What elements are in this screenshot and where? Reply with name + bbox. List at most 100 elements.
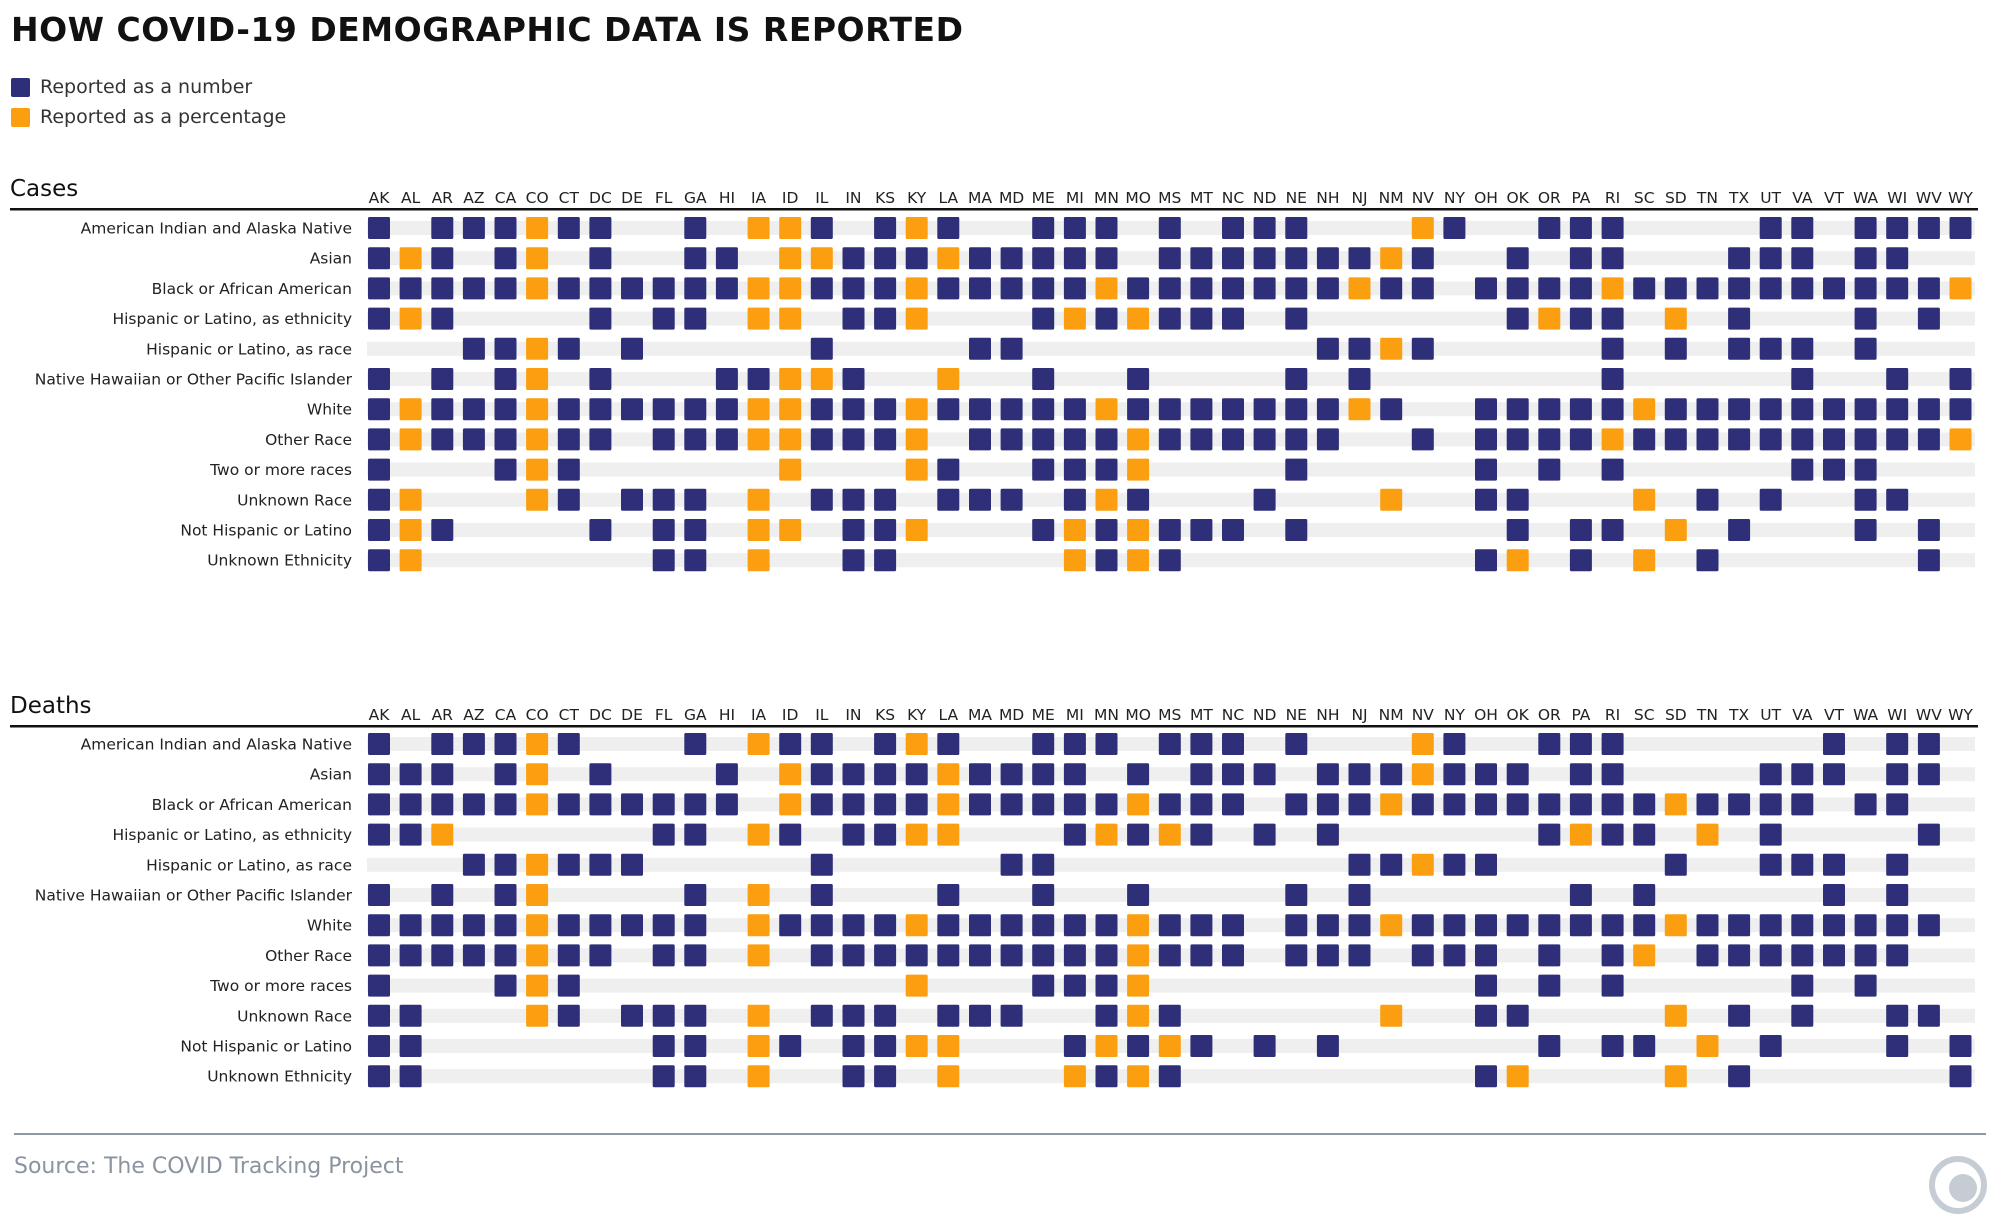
cases-state-label-wi: WI — [1887, 189, 1907, 207]
cases-cell-white-az — [462, 398, 485, 421]
cases-state-label-nc: NC — [1222, 189, 1244, 207]
cases-cell-black-or-african-american-ri — [1601, 277, 1624, 300]
deaths-state-label-az: AZ — [463, 706, 484, 724]
cases-state-label-pa: PA — [1571, 189, 1590, 207]
cases-cell-hispanic-or-latino-as-ethnicity-mi — [1063, 307, 1086, 330]
deaths-cell-asian-nd — [1253, 763, 1276, 786]
deaths-cell-american-indian-and-alaska-native-ne — [1285, 733, 1308, 755]
cases-cell-asian-al — [399, 247, 422, 270]
deaths-state-label-ri: RI — [1605, 706, 1620, 724]
cases-cell-two-or-more-races-or — [1538, 458, 1561, 481]
cases-cell-other-race-wi — [1886, 428, 1909, 451]
deaths-cell-asian-wi — [1886, 763, 1909, 786]
cases-cell-unknown-race-ga — [684, 488, 707, 511]
deaths-cell-two-or-more-races-mi — [1063, 974, 1086, 997]
cases-cell-native-hawaiian-or-other-pacific-islander-in — [842, 368, 865, 390]
cases-state-label-hi: HI — [719, 189, 735, 207]
deaths-cell-unknown-ethnicity-mo — [1127, 1065, 1150, 1088]
deaths-state-label-mo: MO — [1125, 706, 1151, 724]
cases-cell-white-wy — [1949, 398, 1972, 421]
deaths-cell-two-or-more-races-wa — [1854, 974, 1877, 997]
deaths-cell-hispanic-or-latino-as-race-oh — [1475, 853, 1497, 876]
cases-cell-american-indian-and-alaska-native-va — [1791, 217, 1814, 239]
deaths-cell-black-or-african-american-ct — [557, 793, 580, 816]
deaths-cell-hispanic-or-latino-as-ethnicity-sc — [1633, 823, 1656, 846]
deaths-state-label-tx: TX — [1728, 706, 1749, 724]
cases-cell-black-or-african-american-sc — [1633, 277, 1656, 300]
cases-state-label-fl: FL — [655, 189, 673, 207]
cases-cell-asian-pa — [1569, 247, 1592, 270]
legend-swatch-percentage — [11, 107, 30, 127]
cases-cell-native-hawaiian-or-other-pacific-islander-ca — [494, 368, 517, 390]
cases-cell-native-hawaiian-or-other-pacific-islander-me — [1032, 368, 1055, 390]
cases-state-label-ak: AK — [369, 189, 391, 207]
cases-cell-other-race-co — [526, 428, 549, 451]
cases-cell-asian-nc — [1222, 247, 1244, 270]
cases-cell-two-or-more-races-id — [779, 458, 802, 481]
cases-row-label-other-race: Other Race — [265, 431, 352, 449]
cases-state-label-ia: IA — [751, 189, 767, 207]
deaths-cell-black-or-african-american-me — [1032, 793, 1055, 816]
deaths-cell-black-or-african-american-ar — [431, 793, 454, 816]
deaths-cell-native-hawaiian-or-other-pacific-islander-ca — [494, 884, 517, 906]
cases-cell-two-or-more-races-ak — [368, 458, 390, 481]
deaths-state-label-ct: CT — [559, 706, 580, 724]
cases-section-title: Cases — [10, 176, 78, 202]
cases-cell-not-hispanic-or-latino-pa — [1569, 519, 1592, 541]
deaths-cell-other-race-fl — [652, 944, 675, 967]
deaths-state-label-vt: VT — [1824, 706, 1845, 724]
deaths-cell-unknown-race-ct — [557, 1004, 580, 1027]
deaths-cell-black-or-african-american-nh — [1316, 793, 1339, 816]
deaths-cell-asian-al — [399, 763, 422, 786]
deaths-cell-unknown-race-il — [810, 1004, 833, 1027]
cases-cell-white-ar — [431, 398, 454, 421]
cases-cell-hispanic-or-latino-as-ethnicity-dc — [589, 307, 612, 330]
cases-row-label-asian: Asian — [310, 250, 352, 268]
deaths-cell-american-indian-and-alaska-native-or — [1538, 733, 1561, 755]
deaths-cell-not-hispanic-or-latino-id — [779, 1035, 802, 1057]
cases-row-band-two-or-more-races — [367, 462, 1975, 477]
deaths-cell-native-hawaiian-or-other-pacific-islander-sc — [1633, 884, 1656, 906]
deaths-cell-white-nj — [1348, 914, 1371, 937]
page-title: HOW COVID-19 DEMOGRAPHIC DATA IS REPORTE… — [11, 10, 964, 49]
cases-cell-hispanic-or-latino-as-ethnicity-ri — [1601, 307, 1624, 330]
cases-cell-not-hispanic-or-latino-tx — [1728, 519, 1751, 541]
cases-cell-white-sd — [1664, 398, 1687, 421]
cases-cell-other-race-nd — [1253, 428, 1276, 451]
cases-state-label-ny: NY — [1444, 189, 1466, 207]
cases-cell-white-nd — [1253, 398, 1276, 421]
cases-cell-american-indian-and-alaska-native-ut — [1759, 217, 1782, 239]
cases-cell-american-indian-and-alaska-native-dc — [589, 217, 612, 239]
cases-cell-american-indian-and-alaska-native-ks — [874, 217, 897, 239]
cases-cell-not-hispanic-or-latino-ga — [684, 519, 707, 541]
deaths-state-label-ak: AK — [369, 706, 391, 724]
cases-row-label-hispanic-or-latino-as-race: Hispanic or Latino, as race — [146, 340, 352, 358]
deaths-cell-white-ct — [557, 914, 580, 937]
deaths-cell-other-race-dc — [589, 944, 612, 967]
deaths-state-label-wy: WY — [1948, 706, 1973, 724]
deaths-cell-unknown-ethnicity-al — [399, 1065, 422, 1088]
cases-cell-asian-nd — [1253, 247, 1276, 270]
deaths-header-rule — [10, 725, 1978, 728]
cases-cell-black-or-african-american-dc — [589, 277, 612, 300]
cases-cell-asian-ne — [1285, 247, 1308, 270]
cases-cell-black-or-african-american-nd — [1253, 277, 1276, 300]
deaths-cell-unknown-race-co — [526, 1004, 549, 1027]
deaths-cell-white-co — [526, 914, 549, 937]
deaths-cell-two-or-more-races-co — [526, 974, 549, 997]
cases-cell-american-indian-and-alaska-native-ca — [494, 217, 517, 239]
cases-state-label-tn: TN — [1696, 189, 1718, 207]
deaths-cell-white-mo — [1127, 914, 1150, 937]
cases-cell-hispanic-or-latino-as-ethnicity-or — [1538, 307, 1561, 330]
deaths-cell-white-ia — [747, 914, 770, 937]
deaths-cell-not-hispanic-or-latino-mt — [1190, 1035, 1213, 1057]
deaths-state-label-in: IN — [845, 706, 861, 724]
cases-row-label-american-indian-and-alaska-native: American Indian and Alaska Native — [81, 220, 352, 238]
cases-cell-other-race-mo — [1127, 428, 1150, 451]
deaths-cell-black-or-african-american-va — [1791, 793, 1814, 816]
cases-cell-black-or-african-american-mt — [1190, 277, 1213, 300]
cases-cell-white-hi — [715, 398, 738, 421]
deaths-cell-other-race-ma — [969, 944, 991, 967]
cases-cell-asian-co — [526, 247, 549, 270]
cases-cell-white-oh — [1475, 398, 1497, 421]
